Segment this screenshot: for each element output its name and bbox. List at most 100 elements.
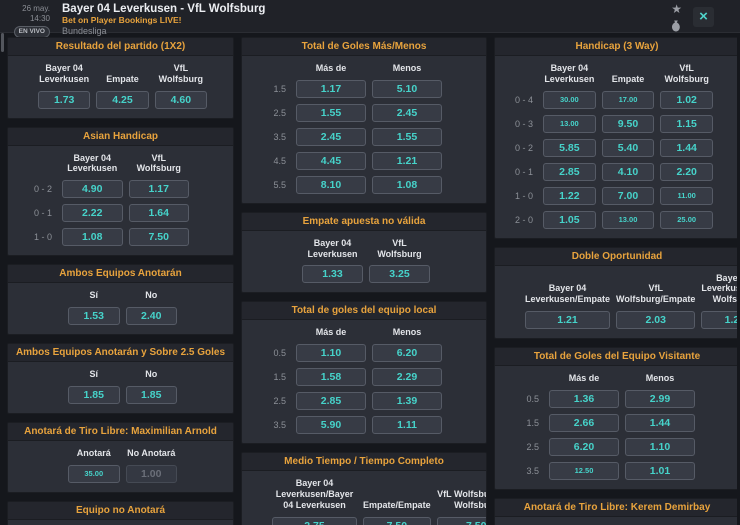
moneybag-icon[interactable] (671, 20, 681, 36)
odds-button[interactable]: 6.20 (549, 437, 619, 456)
odds-button[interactable]: 13.00 (601, 210, 655, 229)
market-title[interactable]: Total de goles del equipo local (242, 302, 486, 321)
odds-button[interactable]: 25.00 (660, 210, 713, 229)
odds-button[interactable]: 17.00 (601, 90, 655, 109)
odds-button[interactable]: 1.15 (660, 114, 713, 133)
odds-button[interactable]: 1.22 (543, 186, 596, 205)
odds-button[interactable]: 4.60 (154, 90, 207, 109)
odds-button[interactable]: 1.58 (296, 368, 366, 387)
market-row-label: 0 - 2 (514, 142, 533, 153)
odds-button[interactable]: 8.10 (296, 175, 366, 194)
market-title[interactable]: Anotará de Tiro Libre: Maximilian Arnold (8, 422, 233, 441)
odds-button[interactable]: 1.11 (372, 416, 442, 435)
market-col-header: VfL Wolfsburg (664, 63, 709, 84)
odds-button[interactable]: 5.40 (601, 138, 655, 157)
market-title[interactable]: Doble Oportunidad (495, 247, 737, 266)
odds-button[interactable]: 2.45 (296, 127, 366, 146)
odds-button[interactable]: 1.53 (68, 306, 120, 325)
odds-button[interactable]: 9.50 (601, 114, 655, 133)
close-button[interactable]: × (693, 7, 714, 27)
odds-button[interactable]: 1.21 (372, 151, 442, 170)
odds-button[interactable]: 4.45 (296, 151, 366, 170)
market-title[interactable]: Handicap (3 Way) (495, 38, 737, 56)
odds-button[interactable]: 4.10 (601, 162, 655, 181)
odds-button[interactable]: 4.25 (96, 90, 149, 109)
market-title[interactable]: Equipo no Anotará (8, 501, 233, 520)
odds-button[interactable]: 1.55 (372, 127, 442, 146)
odds-button[interactable]: 1.08 (372, 175, 442, 194)
market-title[interactable]: Ambos Equipos Anotarán y Sobre 2.5 Goles (8, 343, 233, 362)
odds-button[interactable]: 1.44 (625, 413, 695, 432)
odds-button[interactable]: 1.05 (543, 210, 596, 229)
odds-button[interactable]: 1.64 (128, 204, 189, 223)
odds-button[interactable]: 1.10 (625, 437, 695, 456)
odds-button[interactable]: 1.08 (62, 228, 123, 247)
market-title[interactable]: Total de Goles Más/Menos (242, 38, 486, 56)
odds-button[interactable]: 1.39 (372, 392, 442, 411)
market-section: Ambos Equipos Anotarán Sí No 1.53 2.40 (7, 264, 234, 335)
odds-button[interactable]: 1.85 (125, 385, 177, 404)
player-bookings-promo-link[interactable]: Bet on Player Bookings LIVE! (62, 15, 182, 26)
odds-button[interactable]: 4.90 (62, 180, 123, 199)
odds-button[interactable]: 2.22 (62, 204, 123, 223)
market-title[interactable]: Asian Handicap (8, 127, 233, 146)
odds-button[interactable]: 2.75 (272, 516, 358, 525)
odds-button[interactable]: 3.25 (369, 265, 430, 284)
market-col-header: Empate/Empate (363, 499, 431, 510)
market-row-label: 0 - 1 (514, 166, 533, 177)
odds-button[interactable]: 7.50 (128, 228, 189, 247)
odds-button[interactable]: 5.90 (296, 416, 366, 435)
odds-button[interactable]: 6.20 (372, 344, 442, 363)
favorite-star-icon[interactable]: ★ (671, 2, 682, 16)
odds-button[interactable]: 2.99 (625, 389, 695, 408)
odds-button[interactable]: 1.01 (625, 461, 695, 480)
odds-button[interactable]: 7.00 (601, 186, 655, 205)
market-title[interactable]: Total de Goles del Equipo Visitante (495, 347, 737, 366)
markets-column-3: Handicap (3 Way) Bayer 04 Leverkusen Empat… (494, 37, 737, 525)
odds-button[interactable]: 2.03 (616, 310, 696, 329)
odds-button[interactable]: 2.20 (660, 162, 713, 181)
market-section: Total de Goles Más/Menos Más de Menos 1.5 1.… (241, 37, 487, 204)
odds-button[interactable]: 2.29 (372, 368, 442, 387)
match-date: 26 may. (22, 4, 50, 13)
odds-button[interactable]: 2.85 (296, 392, 366, 411)
odds-button[interactable]: 1.02 (660, 90, 713, 109)
odds-button[interactable]: 1.55 (296, 103, 366, 122)
market-title[interactable]: Anotará de Tiro Libre: Kerem Demirbay (495, 498, 737, 517)
odds-button[interactable]: 12.50 (549, 461, 619, 480)
odds-button[interactable]: 2.85 (543, 162, 596, 181)
odds-button[interactable]: 1.17 (296, 79, 366, 98)
market-title[interactable]: Ambos Equipos Anotarán (8, 265, 233, 284)
market-row-label: 0 - 2 (33, 184, 52, 195)
odds-button[interactable]: 1.21 (525, 310, 611, 329)
odds-button[interactable]: 2.45 (372, 103, 442, 122)
scrollbar-thumb[interactable] (1, 33, 4, 52)
odds-button[interactable]: 5.10 (372, 79, 442, 98)
market-col-header: VfL Wolfsburg/VfL Wolfsburg (437, 488, 486, 510)
odds-button[interactable]: 5.85 (543, 138, 596, 157)
odds-button[interactable]: 1.17 (128, 180, 189, 199)
odds-button[interactable]: 35.00 (68, 464, 120, 483)
market-section: Empate apuesta no válida Bayer 04 Leverku… (241, 211, 487, 294)
odds-button[interactable]: 13.00 (543, 114, 596, 133)
odds-button[interactable]: 2.66 (549, 413, 619, 432)
market-row-label: 3.5 (273, 420, 286, 431)
odds-button[interactable]: 1.22 (701, 310, 737, 329)
odds-button[interactable]: 1.36 (549, 389, 619, 408)
odds-button[interactable]: 2.40 (125, 306, 177, 325)
odds-button[interactable]: 30.00 (543, 90, 596, 109)
odds-button[interactable]: 1.85 (68, 385, 120, 404)
market-title[interactable]: Resultado del partido (1X2) (8, 38, 233, 56)
scrollbar[interactable] (0, 33, 5, 525)
odds-button[interactable]: 1.44 (660, 138, 713, 157)
market-col-header: Bayer 04 Leverkusen (39, 63, 90, 84)
odds-button[interactable]: 1.33 (302, 265, 363, 284)
odds-button[interactable]: 7.50 (436, 516, 486, 525)
odds-button[interactable]: 7.50 (363, 516, 431, 525)
market-title[interactable]: Medio Tiempo / Tiempo Completo (242, 453, 486, 472)
odds-button[interactable]: 1.10 (296, 344, 366, 363)
market-col-header: Anotará (555, 524, 616, 525)
odds-button[interactable]: 11.00 (660, 186, 713, 205)
market-title[interactable]: Empate apuesta no válida (242, 212, 486, 231)
odds-button[interactable]: 1.73 (38, 90, 91, 109)
